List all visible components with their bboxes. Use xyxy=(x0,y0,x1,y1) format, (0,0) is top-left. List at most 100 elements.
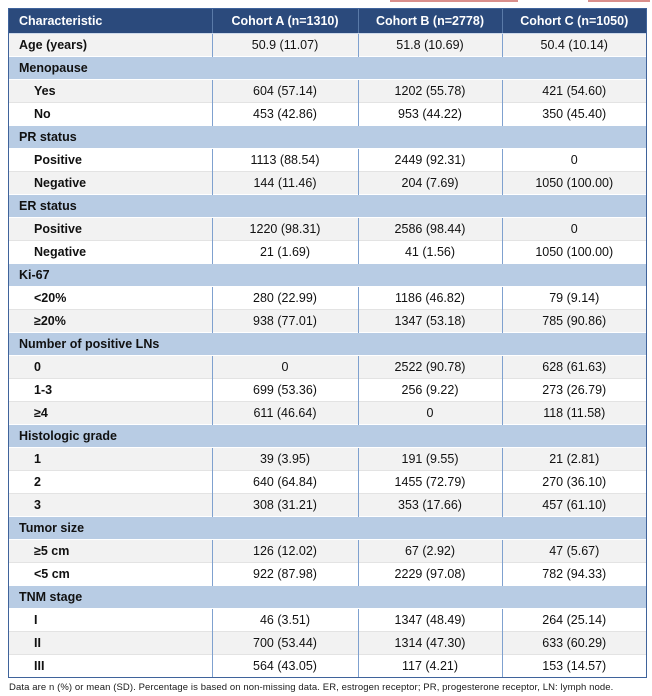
table-row: 1 39 (3.95) 191 (9.55) 21 (2.81) xyxy=(9,447,646,471)
cell-value: 126 (12.02) xyxy=(211,539,358,563)
row-label: I xyxy=(9,608,212,632)
cell-value: 50.4 (10.14) xyxy=(501,33,646,57)
row-label: Negative xyxy=(9,171,212,195)
cell-value: 1186 (46.82) xyxy=(357,286,502,310)
section-row: Number of positive LNs xyxy=(9,332,646,356)
cell-value: 1314 (47.30) xyxy=(357,631,502,655)
table-header-row: Characteristic Cohort A (n=1310) Cohort … xyxy=(9,9,646,34)
column-header-cohort-b: Cohort B (n=2778) xyxy=(357,9,502,34)
cell-value: 118 (11.58) xyxy=(501,401,646,425)
cell-value: 21 (2.81) xyxy=(501,447,646,471)
section-label: Menopause xyxy=(9,56,646,80)
cell-value: 0 xyxy=(211,355,358,379)
cropped-red-text-artifact xyxy=(588,0,650,2)
table-row: I 46 (3.51) 1347 (48.49) 264 (25.14) xyxy=(9,608,646,632)
table-row: II 700 (53.44) 1314 (47.30) 633 (60.29) xyxy=(9,631,646,655)
row-label: ≥20% xyxy=(9,309,212,333)
section-row: Menopause xyxy=(9,56,646,80)
table-row: 2 640 (64.84) 1455 (72.79) 270 (36.10) xyxy=(9,470,646,494)
cell-value: 350 (45.40) xyxy=(501,102,646,126)
cell-value: 604 (57.14) xyxy=(211,79,358,103)
cell-value: 564 (43.05) xyxy=(211,654,358,677)
cell-value: 51.8 (10.69) xyxy=(357,33,502,57)
row-label: Yes xyxy=(9,79,212,103)
cell-value: 1455 (72.79) xyxy=(357,470,502,494)
cell-value: 79 (9.14) xyxy=(501,286,646,310)
table-row: Positive 1220 (98.31) 2586 (98.44) 0 xyxy=(9,217,646,241)
cell-value: 144 (11.46) xyxy=(211,171,358,195)
row-label: <20% xyxy=(9,286,212,310)
section-row: TNM stage xyxy=(9,585,646,609)
cell-value: 264 (25.14) xyxy=(501,608,646,632)
row-label: 2 xyxy=(9,470,212,494)
cell-value: 611 (46.64) xyxy=(211,401,358,425)
table-footnote: Data are n (%) or mean (SD). Percentage … xyxy=(9,682,614,693)
row-label: 3 xyxy=(9,493,212,517)
row-label: 1 xyxy=(9,447,212,471)
row-label: ≥4 xyxy=(9,401,212,425)
cell-value: 191 (9.55) xyxy=(357,447,502,471)
cell-value: 953 (44.22) xyxy=(357,102,502,126)
cell-value: 1347 (48.49) xyxy=(357,608,502,632)
row-label: Negative xyxy=(9,240,212,264)
cell-value: 353 (17.66) xyxy=(357,493,502,517)
table-row: ≥5 cm 126 (12.02) 67 (2.92) 47 (5.67) xyxy=(9,539,646,563)
row-label: 1-3 xyxy=(9,378,212,402)
section-label: Tumor size xyxy=(9,516,646,540)
table-row: 3 308 (31.21) 353 (17.66) 457 (61.10) xyxy=(9,493,646,517)
table-row: No 453 (42.86) 953 (44.22) 350 (45.40) xyxy=(9,102,646,126)
cell-value: 280 (22.99) xyxy=(211,286,358,310)
row-label: 0 xyxy=(9,355,212,379)
cell-value: 1347 (53.18) xyxy=(357,309,502,333)
cell-value: 308 (31.21) xyxy=(211,493,358,517)
row-label: III xyxy=(9,654,212,677)
cell-value: 2522 (90.78) xyxy=(357,355,502,379)
cell-value: 782 (94.33) xyxy=(501,562,646,586)
cell-value: 50.9 (11.07) xyxy=(211,33,358,57)
column-header-cohort-a: Cohort A (n=1310) xyxy=(211,9,358,34)
cell-value: 633 (60.29) xyxy=(501,631,646,655)
table-row: Positive 1113 (88.54) 2449 (92.31) 0 xyxy=(9,148,646,172)
cell-value: 2586 (98.44) xyxy=(357,217,502,241)
column-header-characteristic: Characteristic xyxy=(9,9,212,34)
table-row: Yes 604 (57.14) 1202 (55.78) 421 (54.60) xyxy=(9,79,646,103)
cell-value: 1050 (100.00) xyxy=(501,240,646,264)
table-row: Negative 21 (1.69) 41 (1.56) 1050 (100.00) xyxy=(9,240,646,264)
cell-value: 21 (1.69) xyxy=(211,240,358,264)
cell-value: 67 (2.92) xyxy=(357,539,502,563)
row-label: Positive xyxy=(9,148,212,172)
cell-value: 1050 (100.00) xyxy=(501,171,646,195)
section-row: ER status xyxy=(9,194,646,218)
cell-value: 700 (53.44) xyxy=(211,631,358,655)
table-row: 0 0 2522 (90.78) 628 (61.63) xyxy=(9,355,646,379)
characteristics-table: Characteristic Cohort A (n=1310) Cohort … xyxy=(9,9,646,677)
section-label: Ki-67 xyxy=(9,263,646,287)
section-label: Number of positive LNs xyxy=(9,332,646,356)
cell-value: 39 (3.95) xyxy=(211,447,358,471)
cropped-red-text-artifact xyxy=(390,0,518,2)
row-label: Positive xyxy=(9,217,212,241)
cell-value: 0 xyxy=(501,217,646,241)
cell-value: 453 (42.86) xyxy=(211,102,358,126)
cell-value: 1202 (55.78) xyxy=(357,79,502,103)
cell-value: 273 (26.79) xyxy=(501,378,646,402)
cell-value: 699 (53.36) xyxy=(211,378,358,402)
cell-value: 117 (4.21) xyxy=(357,654,502,677)
row-label: No xyxy=(9,102,212,126)
cell-value: 1220 (98.31) xyxy=(211,217,358,241)
cell-value: 628 (61.63) xyxy=(501,355,646,379)
cell-value: 41 (1.56) xyxy=(357,240,502,264)
cell-value: 47 (5.67) xyxy=(501,539,646,563)
row-label: <5 cm xyxy=(9,562,212,586)
row-label: II xyxy=(9,631,212,655)
cell-value: 2449 (92.31) xyxy=(357,148,502,172)
cell-value: 204 (7.69) xyxy=(357,171,502,195)
section-row: PR status xyxy=(9,125,646,149)
table-row: ≥4 611 (46.64) 0 118 (11.58) xyxy=(9,401,646,425)
section-label: Histologic grade xyxy=(9,424,646,448)
table-row: III 564 (43.05) 117 (4.21) 153 (14.57) xyxy=(9,654,646,677)
table-row: <5 cm 922 (87.98) 2229 (97.08) 782 (94.33) xyxy=(9,562,646,586)
cell-value: 153 (14.57) xyxy=(501,654,646,677)
cell-value: 421 (54.60) xyxy=(501,79,646,103)
section-row: Tumor size xyxy=(9,516,646,540)
